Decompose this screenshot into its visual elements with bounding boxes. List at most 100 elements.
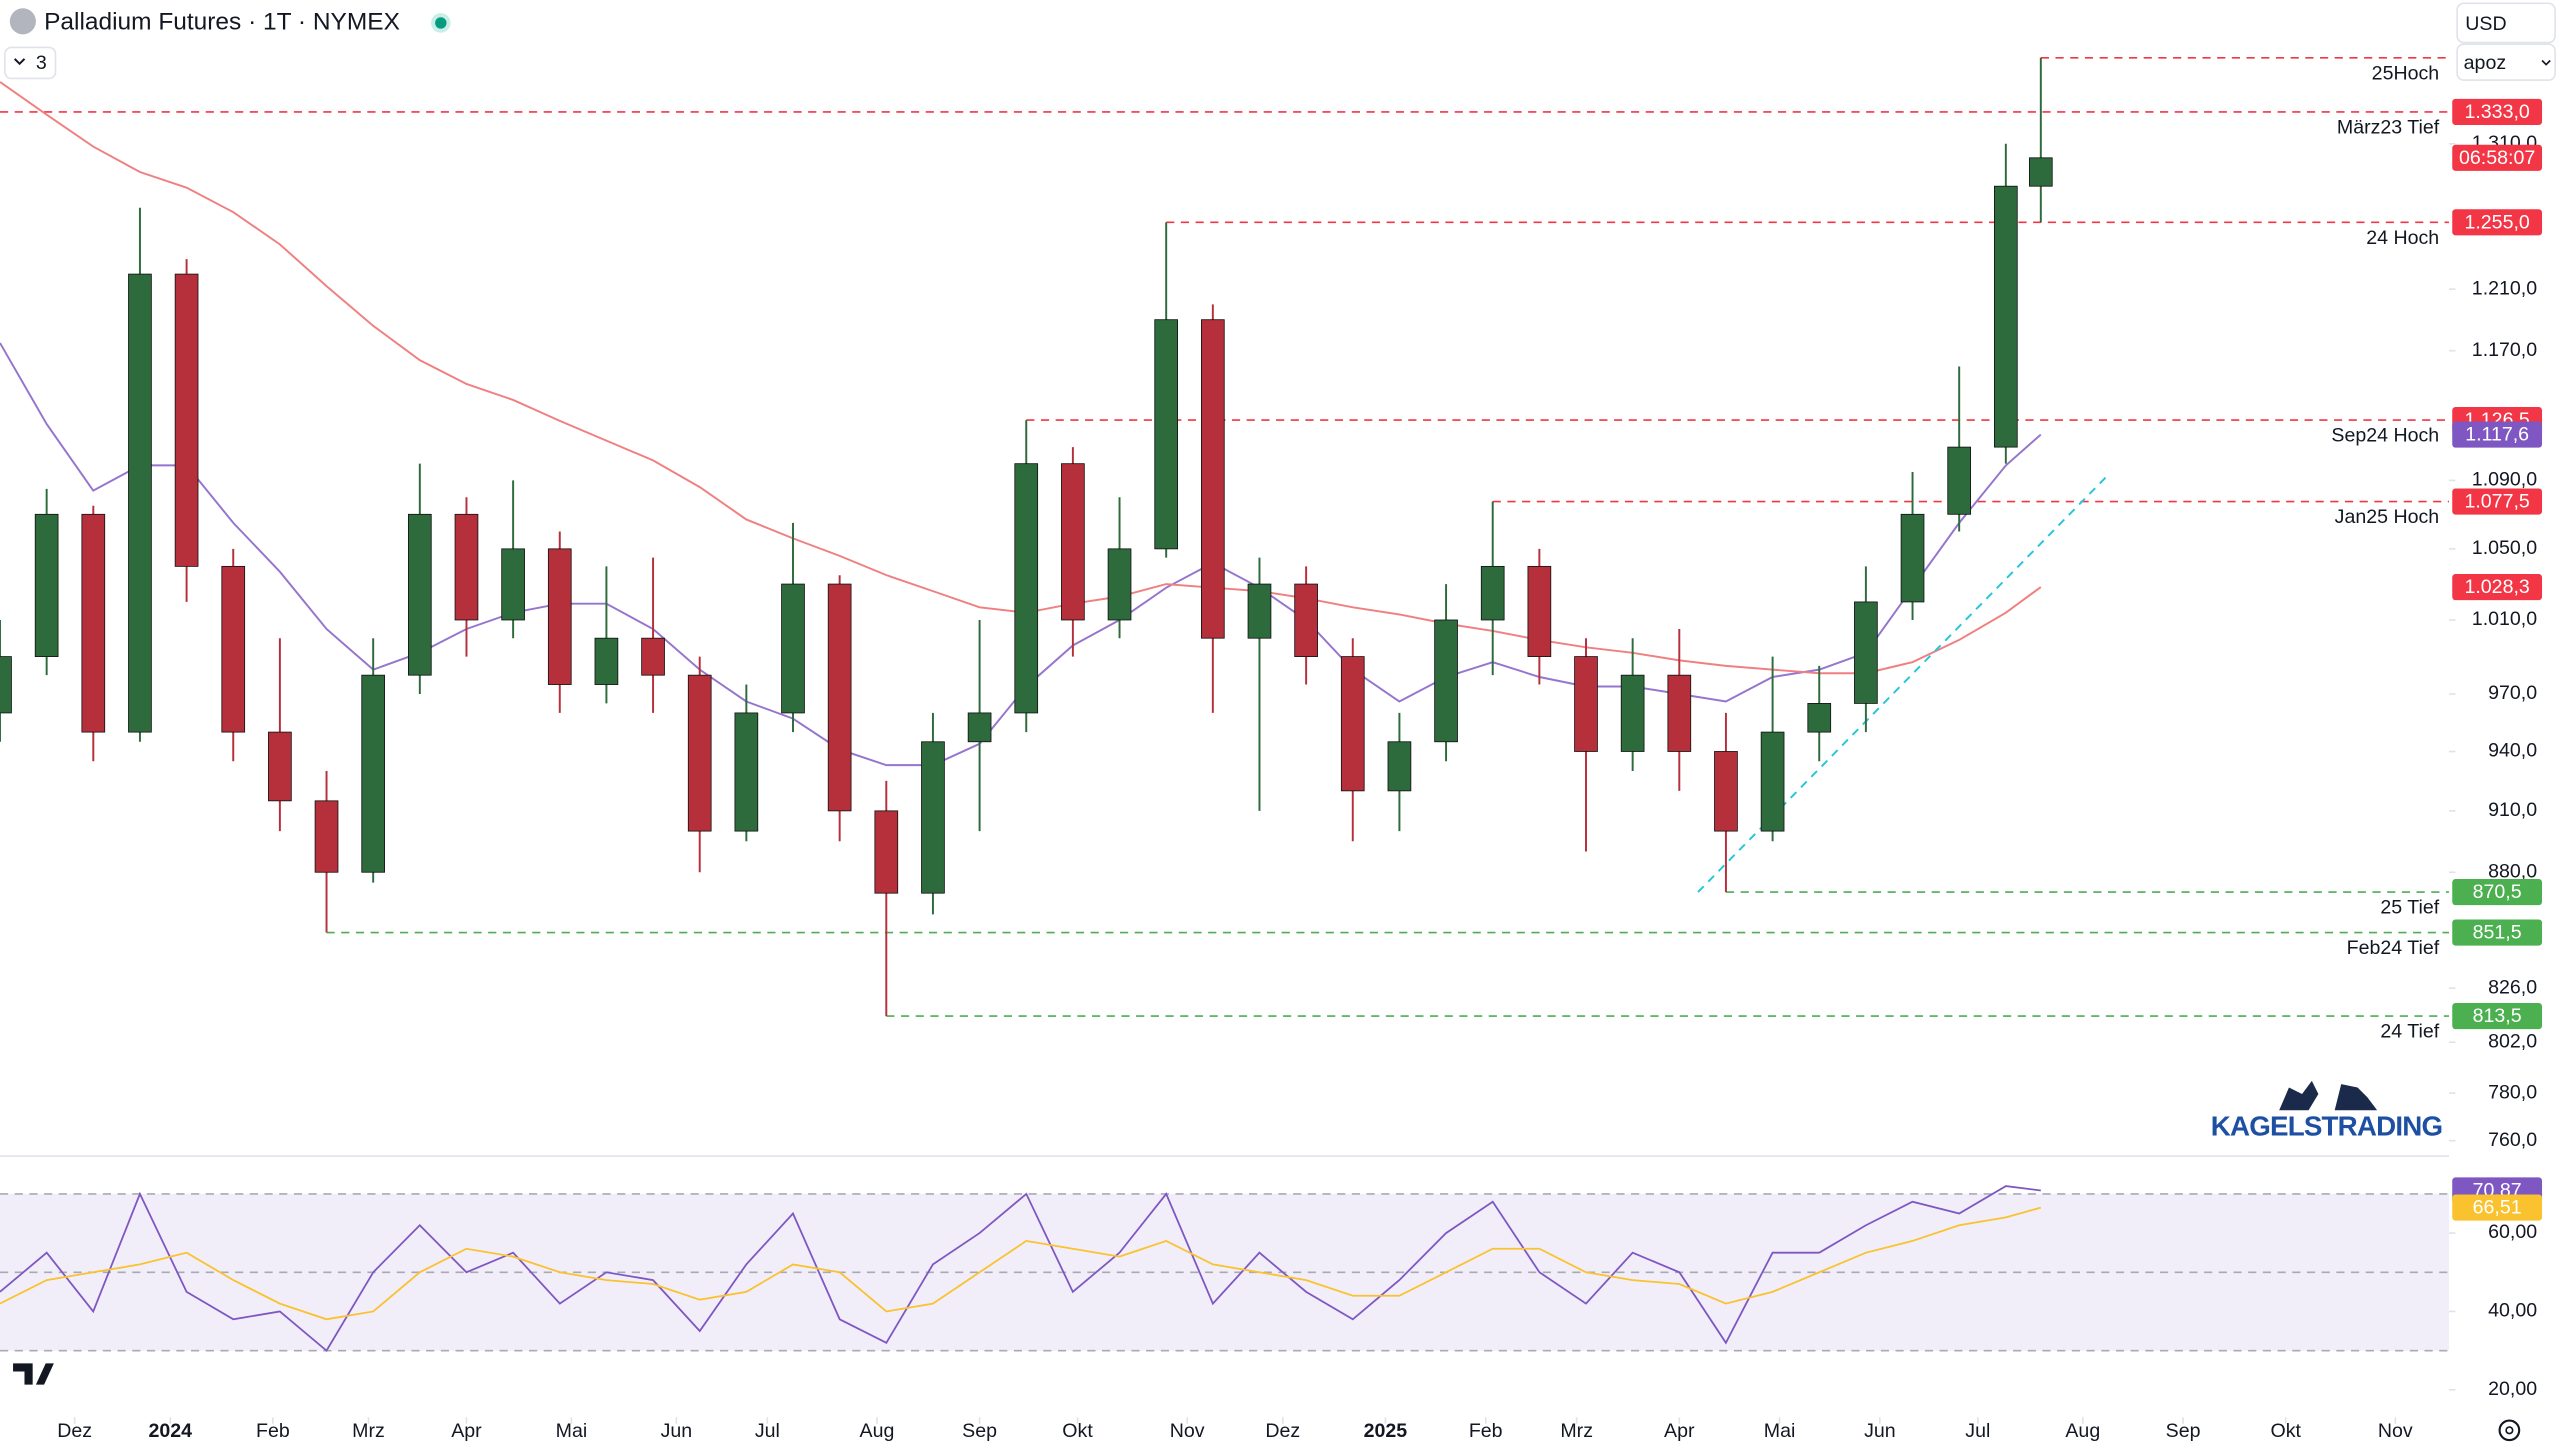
candle-body: [81, 513, 106, 733]
y-tick-label: 826,0: [2488, 976, 2537, 998]
candle-body: [687, 674, 712, 832]
y-tick-label: 910,0: [2488, 799, 2537, 821]
x-tick-label: Nov: [1170, 1420, 1205, 1442]
x-tick-label: Nov: [2378, 1420, 2413, 1442]
level-price-tag-bg: [2452, 879, 2543, 906]
ma-value-tag: 1.028,3: [2464, 576, 2529, 598]
y-tick-label: 970,0: [2488, 682, 2537, 704]
y-tick-label: 940,0: [2488, 740, 2537, 762]
candle-body: [1480, 565, 1505, 621]
x-tick-label: Mai: [1764, 1420, 1796, 1442]
x-tick-label: Aug: [2065, 1420, 2100, 1442]
candle-body: [1340, 656, 1365, 792]
rsi-line: [0, 1206, 2042, 1321]
x-tick-label: Feb: [256, 1420, 290, 1442]
candle-body: [1527, 565, 1552, 657]
chevron: [14, 58, 26, 66]
level-label: Jan25 Hoch: [2335, 506, 2440, 528]
candle-body: [1154, 319, 1179, 550]
candle-body: [1947, 446, 1972, 515]
currency-button[interactable]: [2456, 2, 2556, 44]
x-tick-label: Jun: [661, 1420, 693, 1442]
candle-body: [1620, 674, 1645, 752]
candle-body: [734, 712, 759, 832]
level-price-tag: 1.077,5: [2464, 491, 2529, 513]
y-tick-label: 1.170,0: [2472, 339, 2537, 361]
candle-body: [594, 637, 619, 685]
level-price-tag: 1.333,0: [2464, 101, 2529, 123]
level-label: 24 Hoch: [2366, 227, 2439, 249]
indicator-count: 3: [36, 52, 47, 74]
rsi-value-tag: 66,51: [2473, 1197, 2522, 1219]
settings-icon-core: [2505, 1426, 2514, 1435]
level-price-tag: 851,5: [2473, 922, 2522, 944]
y-tick-label: 880,0: [2488, 860, 2537, 882]
y-tick-label: 780,0: [2488, 1081, 2537, 1103]
candle-body: [921, 741, 945, 894]
candle-body: [2028, 157, 2053, 187]
candle-body: [1807, 703, 1832, 733]
candle-body: [1107, 548, 1132, 621]
candle-body: [361, 674, 386, 873]
candle-body: [547, 548, 572, 685]
ma-value-tag-bg: [2452, 574, 2543, 601]
x-tick-label: 2025: [1364, 1420, 1408, 1442]
candle-body: [874, 810, 899, 894]
candle-body: [1714, 751, 1738, 832]
x-tick-label: Mrz: [1560, 1420, 1593, 1442]
currency: USD: [2465, 13, 2506, 35]
level-price-tag-bg: [2452, 919, 2543, 946]
candle-body: [781, 583, 805, 714]
candle-body: [454, 513, 479, 621]
level-label: Feb24 Tief: [2347, 937, 2440, 959]
candle-body: [1294, 583, 1318, 657]
rsi-value-tag-bg: [2452, 1194, 2543, 1221]
candle-body: [1200, 319, 1225, 639]
level-price-tag: 1.255,0: [2464, 211, 2529, 233]
settings-icon[interactable]: [2498, 1419, 2521, 1442]
level-price-tag-bg: [2452, 1003, 2543, 1030]
scale-button[interactable]: [2456, 43, 2556, 81]
x-tick-label: Sep: [962, 1420, 997, 1442]
trendline: [1697, 476, 2107, 893]
candle-body: [1434, 619, 1458, 743]
countdown-tag: 06:58:07: [2459, 147, 2535, 169]
level-price-tag: 870,5: [2473, 881, 2522, 903]
plot-area: 760,0 780,0 802,0 826,0 880,0 910,0 940,0 970,0…: [0, 56, 2543, 1442]
x-tick-label: Jul: [1965, 1420, 1990, 1442]
x-tick-label: Sep: [2166, 1420, 2201, 1442]
y-tick-label: 1.010,0: [2472, 608, 2537, 630]
candle-body: [1014, 463, 1039, 714]
countdown-tag-bg: [2452, 144, 2543, 171]
candle-body: [641, 637, 665, 676]
x-tick-label: Dez: [57, 1420, 92, 1442]
candle-body: [221, 565, 246, 733]
ma-value-tag-bg: [2452, 421, 2543, 448]
candle-body: [1387, 741, 1412, 792]
rsi-y-tick-label: 60,00: [2488, 1221, 2537, 1243]
level-price-tag-bg: [2452, 488, 2543, 515]
symbol-icon: [9, 8, 36, 35]
candle-body: [1900, 513, 1925, 603]
tradingview-logo: [13, 1363, 54, 1385]
indicator-toggle[interactable]: [4, 46, 57, 80]
level-price-tag-bg: [2452, 98, 2543, 125]
chevron: [2541, 59, 2551, 66]
ma-value-tag: 1.117,6: [2465, 424, 2529, 446]
x-tick-label: Dez: [1265, 1420, 1300, 1442]
candle-body: [0, 656, 12, 714]
candle-body: [128, 273, 152, 733]
x-tick-label: Jun: [1864, 1420, 1896, 1442]
candle-body: [1993, 185, 2018, 448]
x-tick-label: Apr: [451, 1420, 482, 1442]
x-tick-label: Mai: [556, 1420, 588, 1442]
x-tick-label: Okt: [2270, 1420, 2301, 1442]
y-tick-label: 760,0: [2488, 1129, 2537, 1151]
candle-body: [1247, 583, 1272, 639]
scale-mode: apoz: [2464, 52, 2506, 74]
x-tick-label: 2024: [148, 1420, 192, 1442]
level-label: 25 Tief: [2380, 897, 2439, 919]
candle-body: [1667, 674, 1692, 752]
candle-body: [1574, 656, 1598, 752]
